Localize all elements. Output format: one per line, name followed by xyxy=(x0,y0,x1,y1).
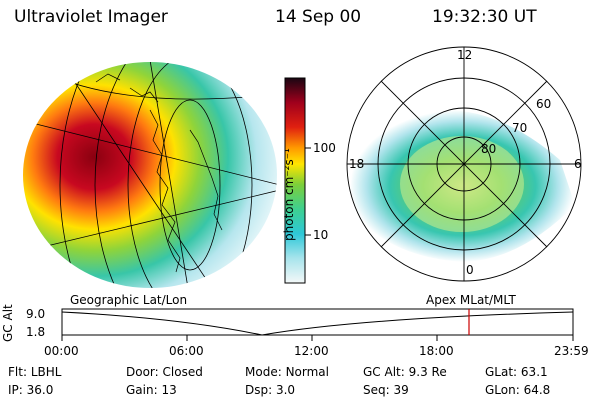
mlt-label-12: 12 xyxy=(457,48,473,62)
timeline-frame xyxy=(61,308,574,336)
timeline-xtick-3: 18:00 xyxy=(419,344,454,358)
lat-label-80: 80 xyxy=(481,142,497,156)
altitude-curve xyxy=(61,311,574,336)
colorbar xyxy=(284,77,311,284)
colorbar-label-100: 100 xyxy=(313,141,336,155)
coastline-outline xyxy=(95,73,223,273)
timeline-xtick-2: 12:00 xyxy=(294,344,329,358)
date-label: 14 Sep 00 xyxy=(275,7,362,27)
mlt-label-0: 0 xyxy=(466,263,474,277)
colorbar-label-10: 10 xyxy=(313,228,329,242)
mlt-label-18: 18 xyxy=(349,157,365,171)
info-gc-alt: GC Alt: 9.3 Re xyxy=(363,365,447,379)
colorbar-unit-label: photon cm⁻²s⁻¹ xyxy=(282,148,296,241)
time-label: 19:32:30 UT xyxy=(432,7,537,27)
timeline-xtick-0: 00:00 xyxy=(44,344,79,358)
info-dsp: Dsp: 3.0 xyxy=(245,383,296,397)
timeline-ytick-high: 9.0 xyxy=(26,307,46,321)
lat-label-70: 70 xyxy=(512,121,528,135)
colorbar-scale xyxy=(284,77,306,284)
timeline-plot xyxy=(61,308,574,341)
mlt-label-6: 6 xyxy=(574,157,582,171)
polar-plot xyxy=(346,46,582,282)
earth-image xyxy=(23,62,277,288)
lat-label-60: 60 xyxy=(536,97,552,111)
instrument-title: Ultraviolet Imager xyxy=(14,7,168,27)
info-flt: Flt: LBHL xyxy=(8,365,62,379)
timeline-xtick-4: 23:59 xyxy=(554,344,589,358)
timeline-axis-label: GC Alt xyxy=(1,304,15,342)
timeline-ytick-low: 1.8 xyxy=(26,325,46,339)
earth-disk xyxy=(23,62,277,288)
geographic-label: Geographic Lat/Lon xyxy=(70,293,188,307)
info-door: Door: Closed xyxy=(126,365,203,379)
apex-label: Apex MLat/MLT xyxy=(426,293,516,307)
info-ip: IP: 36.0 xyxy=(8,383,54,397)
info-glat: GLat: 63.1 xyxy=(485,365,548,379)
polar-grid xyxy=(346,46,582,282)
info-seq: Seq: 39 xyxy=(363,383,409,397)
timeline-xtick-1: 06:00 xyxy=(169,344,204,358)
info-mode: Mode: Normal xyxy=(245,365,329,379)
info-glon: GLon: 64.8 xyxy=(485,383,551,397)
info-gain: Gain: 13 xyxy=(126,383,177,397)
